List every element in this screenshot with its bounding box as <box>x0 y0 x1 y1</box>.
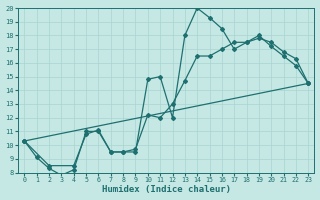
X-axis label: Humidex (Indice chaleur): Humidex (Indice chaleur) <box>102 185 231 194</box>
